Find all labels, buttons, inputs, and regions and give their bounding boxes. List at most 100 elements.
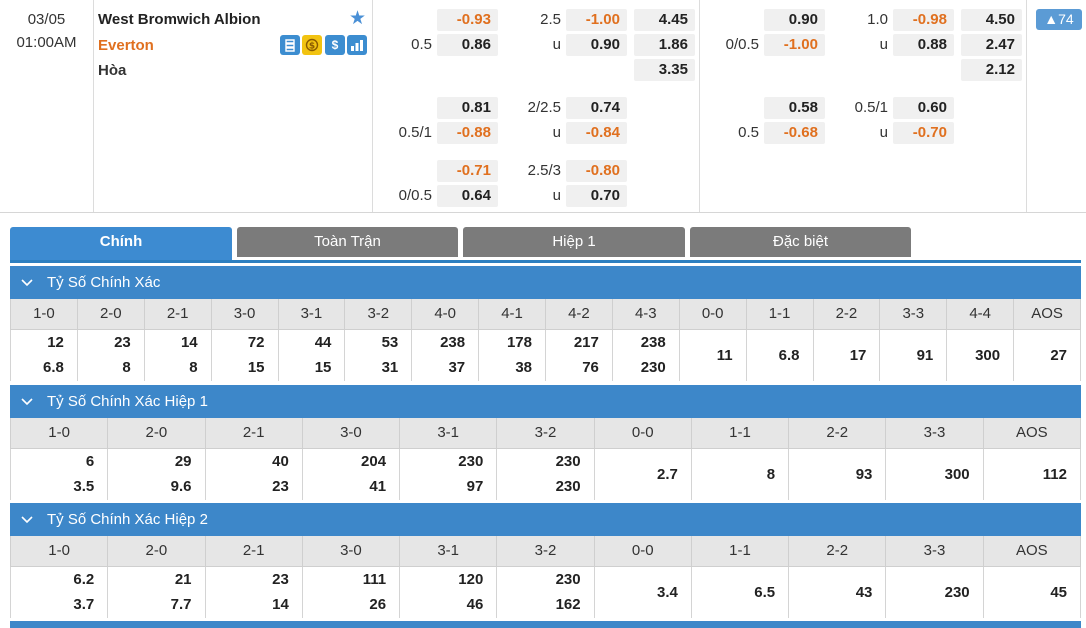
ft-hdp2-away-odds[interactable]: -0.88 [437,122,498,144]
home-score-odds[interactable]: 204 [361,453,387,471]
home-score-odds[interactable]: 23 [114,334,131,352]
score-odds-cell[interactable]: 44 15 [277,329,346,381]
h1-ou1-under-odds[interactable]: 0.88 [893,34,954,56]
ft-hdp2-home-odds[interactable]: 0.81 [437,97,498,119]
score-odds-cell[interactable]: 91 [879,329,948,381]
away-score-odds[interactable]: 9.6 [170,478,192,496]
score-odds-cell[interactable]: 204 41 [301,448,401,500]
away-score-odds[interactable]: 230 [640,359,666,377]
away-score-odds[interactable]: 6.8 [43,359,64,377]
ft-1x2-away-odds[interactable]: 1.86 [634,34,695,56]
draw-score-odds[interactable]: 43 [855,583,873,601]
score-odds-cell[interactable]: 6 3.5 [9,448,109,500]
draw-score-odds[interactable]: 17 [849,346,867,364]
score-odds-cell[interactable]: 72 15 [210,329,279,381]
score-odds-cell[interactable]: 300 [946,329,1015,381]
score-odds-cell[interactable]: 8 [690,448,790,500]
home-score-odds[interactable]: 12 [47,334,64,352]
ft-ou2-over-odds[interactable]: 0.74 [566,97,627,119]
draw-score-odds[interactable]: 300 [944,465,970,483]
score-odds-cell[interactable]: 53 31 [344,329,413,381]
home-score-odds[interactable]: 230 [555,571,581,589]
score-odds-cell[interactable]: 40 23 [204,448,303,500]
score-odds-cell[interactable]: 43 [788,566,887,618]
home-score-odds[interactable]: 111 [362,571,387,589]
draw-score-odds[interactable]: 2.7 [657,465,678,483]
away-score-odds[interactable]: 7.7 [170,596,192,614]
away-score-odds[interactable]: 8 [122,359,131,377]
chevron-down-icon[interactable] [20,385,34,430]
dollar-icon[interactable]: $ [325,35,345,55]
section-header[interactable]: Tỷ Số Chính Xác [10,266,1081,299]
score-odds-cell[interactable]: 12 6.8 [10,329,78,381]
home-score-odds[interactable]: 238 [440,334,466,352]
ft-ou1-over-odds[interactable]: -1.00 [566,9,627,31]
ft-1x2-draw-odds[interactable]: 3.35 [634,59,695,81]
ft-hdp1-home-odds[interactable]: -0.93 [437,9,498,31]
home-score-odds[interactable]: 120 [458,571,484,589]
h1-1x2-home-odds[interactable]: 4.50 [961,9,1022,31]
home-score-odds[interactable]: 230 [555,453,581,471]
home-score-odds[interactable]: 230 [458,453,484,471]
coin-icon[interactable]: $ [302,35,322,55]
home-score-odds[interactable]: 14 [180,334,198,352]
score-odds-cell[interactable]: 112 [982,448,1082,500]
h1-hdp1-away-odds[interactable]: -1.00 [764,34,825,56]
section-header[interactable]: Tỷ Số Chính Xác Hiệp 2 [10,503,1081,536]
score-odds-cell[interactable]: 29 9.6 [107,448,206,500]
home-score-odds[interactable]: 40 [272,453,289,471]
home-score-odds[interactable]: 44 [314,334,332,352]
tab-special[interactable]: Đặc biệt [690,227,911,257]
home-score-odds[interactable]: 29 [174,453,192,471]
score-odds-cell[interactable]: 17 [812,329,881,381]
ft-hdp3-home-odds[interactable]: -0.71 [437,160,498,182]
score-odds-cell[interactable]: 178 38 [478,329,546,381]
away-score-odds[interactable]: 41 [369,478,387,496]
score-odds-cell[interactable]: 6.2 3.7 [9,566,109,618]
home-score-odds[interactable]: 178 [506,334,532,352]
ft-1x2-home-odds[interactable]: 4.45 [634,9,695,31]
away-score-odds[interactable]: 23 [272,478,289,496]
tab-full-match[interactable]: Toàn Trận [237,227,458,257]
draw-score-odds[interactable]: 3.4 [657,583,678,601]
score-odds-cell[interactable]: 217 76 [545,329,613,381]
h1-1x2-away-odds[interactable]: 2.47 [961,34,1022,56]
away-score-odds[interactable]: 8 [189,359,198,377]
away-score-odds[interactable]: 3.7 [73,596,95,614]
favorite-star-icon[interactable]: ★ [349,8,367,29]
score-odds-cell[interactable]: 93 [788,448,887,500]
chevron-down-icon[interactable] [20,266,34,311]
away-score-odds[interactable]: 15 [314,359,332,377]
chevron-down-icon[interactable] [20,503,34,548]
score-odds-cell[interactable]: 120 46 [399,566,498,618]
draw-score-odds[interactable]: 45 [1050,583,1067,601]
score-odds-cell[interactable]: 230 230 [496,448,595,500]
score-odds-cell[interactable]: 3.4 [593,566,692,618]
score-odds-cell[interactable]: 6.5 [690,566,790,618]
more-markets-button[interactable]: ▲74 [1036,9,1082,30]
away-score-odds[interactable]: 3.5 [73,478,95,496]
away-score-odds[interactable]: 14 [272,596,289,614]
score-odds-cell[interactable]: 238 230 [611,329,680,381]
draw-score-odds[interactable]: 6.8 [778,346,800,364]
score-odds-cell[interactable]: 21 7.7 [107,566,206,618]
ft-ou3-under-odds[interactable]: 0.70 [566,185,627,207]
score-odds-cell[interactable]: 23 14 [204,566,303,618]
score-odds-cell[interactable]: 300 [885,448,984,500]
home-team[interactable]: West Bromwich Albion [98,11,261,28]
h1-hdp1-home-odds[interactable]: 0.90 [764,9,825,31]
strategy-icon[interactable] [280,35,300,55]
ft-ou2-under-odds[interactable]: -0.84 [566,122,627,144]
away-score-odds[interactable]: 31 [381,359,399,377]
away-score-odds[interactable]: 76 [582,359,599,377]
draw-score-odds[interactable]: 230 [944,583,970,601]
h1-ou1-over-odds[interactable]: -0.98 [893,9,954,31]
draw-score-odds[interactable]: 93 [855,465,873,483]
draw-score-odds[interactable]: 11 [716,346,733,364]
ft-hdp1-away-odds[interactable]: 0.86 [437,34,498,56]
home-score-odds[interactable]: 72 [247,334,265,352]
next-section-header[interactable] [10,621,1081,628]
home-score-odds[interactable]: 6.2 [73,571,95,589]
score-odds-cell[interactable]: 230 97 [399,448,498,500]
home-score-odds[interactable]: 217 [573,334,599,352]
